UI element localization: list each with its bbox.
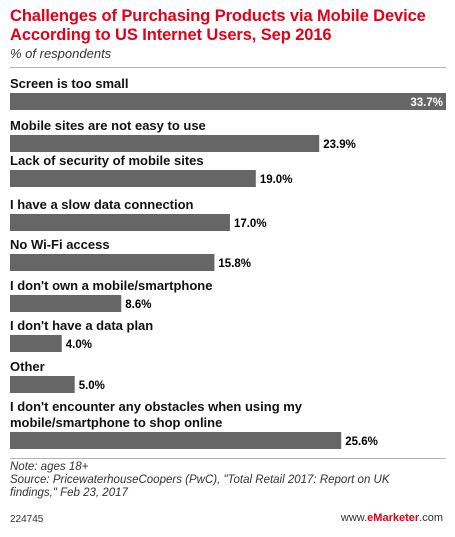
value-label: 23.9% bbox=[323, 139, 356, 151]
category-label: I have a slow data connection bbox=[10, 197, 194, 212]
category-label: Mobile sites are not easy to use bbox=[10, 118, 206, 133]
value-label: 17.0% bbox=[234, 218, 267, 230]
category-label: mobile/smartphone to shop online bbox=[10, 415, 222, 430]
chart-note: Note: ages 18+ bbox=[10, 461, 89, 473]
bar bbox=[10, 254, 215, 271]
category-label: I don't encounter any obstacles when usi… bbox=[10, 399, 303, 414]
category-label: I don't have a data plan bbox=[10, 318, 153, 333]
category-label: No Wi-Fi access bbox=[10, 237, 110, 252]
value-label: 5.0% bbox=[79, 380, 105, 392]
chart-id: 224745 bbox=[10, 514, 44, 525]
chart-title: Challenges of Purchasing Products via Mo… bbox=[10, 7, 426, 44]
value-label: 4.0% bbox=[66, 339, 92, 351]
bar bbox=[10, 432, 342, 449]
chart-source: Source: PricewaterhouseCoopers (PwC), "T… bbox=[10, 474, 390, 499]
bar bbox=[10, 170, 256, 187]
bar bbox=[10, 135, 320, 152]
value-label: 8.6% bbox=[125, 299, 151, 311]
bar bbox=[10, 295, 122, 312]
bar bbox=[10, 214, 230, 231]
value-label: 33.7% bbox=[410, 97, 443, 109]
brand-logo: www.eMarketer.com bbox=[340, 512, 443, 524]
top-divider bbox=[10, 67, 446, 68]
category-label: Lack of security of mobile sites bbox=[10, 153, 204, 168]
category-label: Other bbox=[10, 359, 45, 374]
category-label: I don't own a mobile/smartphone bbox=[10, 278, 212, 293]
bar-chart: Screen is too small 33.7% Mobile sites are… bbox=[10, 76, 446, 449]
category-label: Screen is too small bbox=[10, 76, 129, 91]
bar bbox=[10, 93, 446, 110]
value-label: 15.8% bbox=[218, 258, 251, 270]
bottom-divider bbox=[10, 458, 446, 459]
bar bbox=[10, 376, 75, 393]
chart-subtitle: % of respondents bbox=[10, 46, 112, 61]
value-label: 19.0% bbox=[260, 174, 293, 186]
bar bbox=[10, 335, 62, 352]
value-label: 25.6% bbox=[345, 436, 378, 448]
